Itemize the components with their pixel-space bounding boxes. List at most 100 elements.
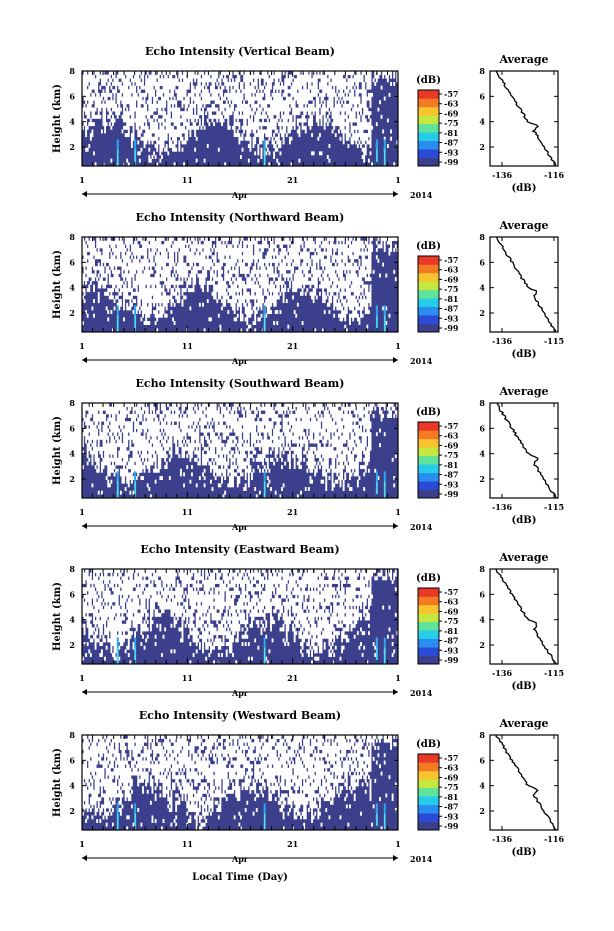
no-echo-cell (194, 125, 197, 130)
no-echo-cell (183, 111, 185, 116)
no-echo-cell (127, 111, 130, 116)
no-echo-cell (273, 295, 276, 300)
no-echo-cell (162, 237, 165, 241)
no-echo-cell (353, 85, 356, 90)
no-echo-cell (126, 255, 129, 260)
no-echo-cell (140, 85, 143, 90)
no-echo-cell (258, 129, 261, 134)
no-echo-cell (255, 291, 258, 296)
no-echo-cell (293, 81, 296, 86)
no-echo-cell (124, 133, 127, 138)
no-echo-cell (172, 136, 174, 141)
no-echo-cell (121, 273, 124, 278)
no-echo-cell (282, 291, 285, 296)
no-echo-cell (183, 129, 185, 134)
no-echo-cell (233, 317, 236, 322)
no-echo-cell (276, 78, 279, 83)
no-echo-cell (279, 262, 282, 267)
no-echo-cell (268, 310, 271, 315)
no-echo-cell (86, 237, 89, 241)
no-echo-cell (254, 288, 257, 293)
no-echo-cell (273, 125, 276, 130)
no-echo-cell (192, 277, 195, 282)
no-echo-cell (161, 81, 163, 86)
no-echo-cell (265, 92, 268, 97)
no-echo-cell (301, 240, 304, 245)
no-echo-cell (276, 295, 279, 300)
no-echo-cell (251, 78, 253, 83)
no-echo-cell (358, 122, 361, 127)
no-echo-cell (221, 280, 223, 285)
no-echo-cell (135, 114, 138, 119)
no-echo-cell (178, 269, 181, 274)
no-echo-cell (263, 122, 266, 127)
no-echo-cell (175, 81, 178, 86)
no-echo-cell (86, 96, 89, 101)
no-echo-cell (315, 284, 318, 289)
no-echo-cell (298, 280, 301, 285)
no-echo-cell (202, 74, 204, 79)
no-echo-cell (295, 280, 298, 285)
no-echo-cell (345, 107, 348, 112)
no-echo-cell (159, 237, 162, 241)
no-echo-cell (168, 100, 171, 105)
no-echo-cell (224, 78, 227, 83)
no-echo-cell (216, 262, 219, 267)
no-echo-cell (153, 96, 155, 101)
no-echo-cell (140, 266, 143, 271)
no-echo-cell (240, 288, 242, 293)
no-echo-cell (126, 125, 129, 130)
no-echo-cell (341, 89, 343, 94)
no-echo-cell (129, 251, 132, 256)
no-echo-cell (142, 100, 144, 105)
no-echo-cell (156, 89, 159, 94)
no-echo-cell (187, 288, 190, 293)
no-echo-cell (187, 251, 190, 256)
no-echo-cell (213, 78, 216, 83)
no-echo-cell (153, 74, 155, 79)
no-echo-cell (323, 273, 326, 278)
no-echo-cell (337, 107, 340, 112)
no-echo-cell (172, 277, 174, 282)
no-echo-cell (189, 251, 192, 256)
no-echo-cell (108, 103, 111, 108)
no-echo-cell (260, 147, 263, 152)
no-echo-cell (307, 111, 310, 116)
no-echo-cell (123, 302, 125, 307)
no-echo-cell (341, 107, 343, 112)
no-echo-cell (342, 114, 345, 119)
no-echo-cell (172, 114, 174, 119)
no-echo-cell (143, 144, 146, 149)
no-echo-cell (284, 122, 287, 127)
no-echo-cell (257, 129, 260, 134)
no-echo-cell (143, 240, 146, 245)
no-echo-cell (137, 85, 140, 90)
no-echo-cell (183, 89, 185, 94)
no-echo-cell (322, 107, 325, 112)
no-echo-cell (129, 277, 132, 282)
no-echo-cell (176, 78, 179, 83)
no-echo-cell (252, 107, 255, 112)
no-echo-cell (140, 92, 143, 97)
no-echo-cell (345, 136, 348, 141)
no-echo-cell (153, 310, 155, 315)
no-echo-cell (363, 158, 366, 163)
no-echo-cell (224, 288, 227, 293)
no-echo-cell (149, 158, 152, 163)
no-echo-cell (277, 74, 280, 79)
no-echo-cell (309, 247, 312, 252)
no-echo-cell (279, 74, 282, 79)
no-echo-cell (333, 273, 336, 278)
no-echo-cell (298, 74, 301, 79)
no-echo-cell (214, 114, 217, 119)
no-echo-cell (145, 92, 148, 97)
no-echo-cell (127, 118, 130, 123)
no-echo-cell (268, 266, 271, 271)
no-echo-cell (328, 103, 331, 108)
no-echo-cell (333, 78, 336, 83)
no-echo-cell (254, 258, 257, 263)
no-echo-cell (320, 262, 323, 267)
no-echo-cell (319, 85, 321, 90)
no-echo-cell (154, 85, 157, 90)
no-echo-cell (273, 100, 276, 105)
